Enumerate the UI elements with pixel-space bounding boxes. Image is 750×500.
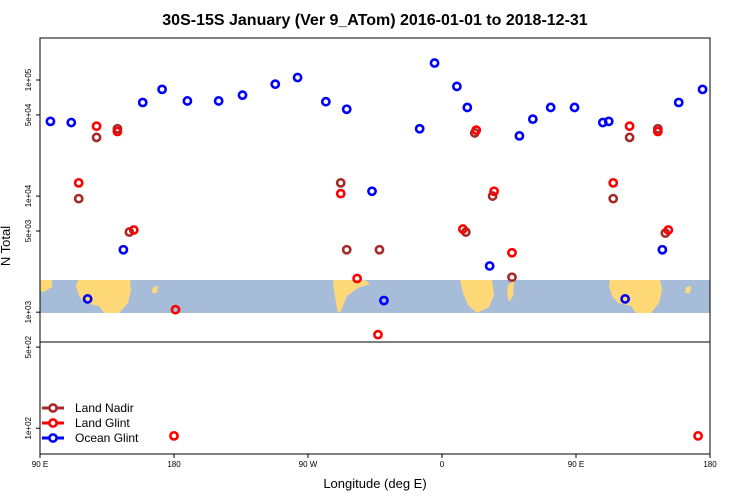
data-point bbox=[91, 121, 102, 132]
data-point bbox=[697, 84, 708, 95]
series-land-nadir bbox=[73, 123, 671, 283]
y-tick-label: 1e+04 bbox=[24, 184, 33, 207]
data-point bbox=[335, 188, 346, 199]
data-point bbox=[652, 126, 663, 137]
map-land-new-caledonia-east bbox=[685, 286, 691, 293]
y-tick-label: 1e+03 bbox=[24, 300, 33, 323]
data-point bbox=[335, 177, 346, 188]
data-point bbox=[527, 114, 538, 125]
plot-frame bbox=[39, 37, 711, 455]
data-point bbox=[118, 244, 129, 255]
x-axis-label: Longitude (deg E) bbox=[323, 476, 426, 491]
legend-label: Ocean Glint bbox=[75, 431, 139, 445]
data-point bbox=[112, 126, 123, 137]
y-tick-label: 5e+04 bbox=[24, 103, 33, 126]
data-point bbox=[624, 132, 635, 143]
data-point bbox=[73, 193, 84, 204]
y-tick-label: 5e+02 bbox=[24, 335, 33, 358]
y-tick-label: 1e+05 bbox=[24, 68, 33, 91]
data-point bbox=[82, 294, 93, 304]
data-point bbox=[320, 96, 331, 107]
data-point bbox=[414, 123, 425, 134]
data-point bbox=[341, 244, 352, 255]
data-point bbox=[545, 102, 556, 113]
map-land-south-america bbox=[333, 280, 370, 313]
data-point bbox=[608, 177, 619, 188]
data-point bbox=[451, 81, 462, 92]
data-point bbox=[352, 273, 363, 284]
map-land-australia-east bbox=[609, 280, 662, 313]
data-point bbox=[457, 224, 468, 234]
data-point bbox=[341, 104, 352, 115]
data-point bbox=[487, 191, 498, 201]
data-point bbox=[66, 117, 77, 128]
legend-label: Land Nadir bbox=[75, 401, 134, 415]
data-point bbox=[137, 97, 148, 108]
y-axis: 1e+02 5e+02 1e+03 5e+03 1e+04 5e+04 1e+05 bbox=[24, 68, 40, 439]
data-point bbox=[270, 79, 281, 90]
map-land bbox=[40, 280, 691, 313]
legend-marker bbox=[48, 403, 58, 413]
data-point bbox=[597, 117, 608, 128]
data-point bbox=[429, 58, 440, 68]
data-point bbox=[657, 244, 668, 255]
legend-marker bbox=[48, 433, 58, 443]
data-point bbox=[374, 244, 385, 255]
data-point bbox=[489, 186, 500, 197]
x-tick-label: 180 bbox=[167, 460, 181, 469]
legend-label: Land Glint bbox=[75, 416, 130, 430]
data-point bbox=[213, 96, 224, 106]
data-point bbox=[507, 272, 517, 283]
data-point bbox=[170, 304, 181, 315]
data-point bbox=[569, 102, 580, 113]
data-point bbox=[514, 130, 525, 141]
data-point bbox=[620, 294, 631, 304]
map-land-africa-west bbox=[40, 280, 52, 292]
x-tick-label: 90 E bbox=[32, 460, 48, 469]
x-axis: 90 E 180 90 W 0 90 E 180 bbox=[32, 454, 717, 469]
map-land-australia-west bbox=[76, 280, 131, 313]
data-point bbox=[237, 90, 248, 101]
data-point bbox=[128, 225, 139, 235]
data-point bbox=[169, 430, 179, 441]
data-point bbox=[91, 132, 102, 143]
x-tick-label: 0 bbox=[440, 460, 445, 469]
x-tick-label: 90 E bbox=[568, 460, 584, 469]
data-point bbox=[292, 72, 303, 83]
data-point bbox=[693, 430, 703, 441]
data-point bbox=[462, 102, 473, 113]
chart-title: 30S-15S January (Ver 9_ATom) 2016-01-01 … bbox=[162, 12, 588, 29]
map-land-new-caledonia-west bbox=[152, 286, 158, 293]
x-tick-label: 180 bbox=[703, 460, 717, 469]
map-ocean bbox=[40, 280, 710, 313]
data-point bbox=[157, 84, 167, 95]
x-tick-label: 90 W bbox=[299, 460, 318, 469]
data-point bbox=[484, 261, 495, 271]
y-tick-label: 1e+02 bbox=[24, 416, 33, 439]
series-ocean-glint bbox=[45, 58, 708, 306]
y-tick-label: 5e+03 bbox=[24, 219, 33, 242]
data-point bbox=[624, 121, 635, 132]
y-axis-label: N Total bbox=[0, 226, 13, 266]
map-land-madagascar bbox=[507, 281, 514, 302]
data-point bbox=[471, 125, 482, 136]
data-point bbox=[663, 225, 674, 235]
data-point bbox=[182, 96, 193, 106]
data-point bbox=[73, 177, 84, 188]
series-land-glint bbox=[73, 121, 703, 441]
data-point bbox=[507, 247, 517, 258]
map-land-africa bbox=[460, 280, 494, 313]
data-points bbox=[45, 58, 708, 441]
inset-map bbox=[40, 280, 710, 313]
data-point bbox=[367, 186, 377, 197]
data-point bbox=[373, 329, 383, 340]
data-point bbox=[379, 295, 389, 306]
data-point bbox=[45, 116, 56, 127]
data-point bbox=[608, 193, 619, 204]
legend-marker bbox=[48, 418, 58, 428]
data-point bbox=[673, 97, 684, 108]
